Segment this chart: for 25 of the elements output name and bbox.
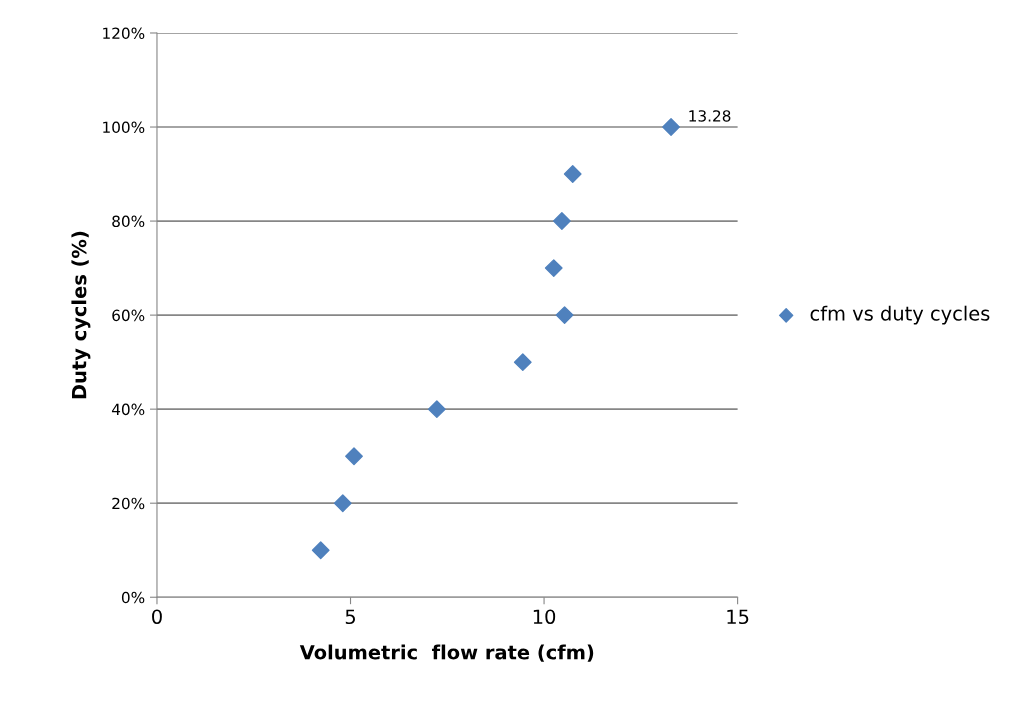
point <box>544 259 563 278</box>
y-tick-label: 60% <box>112 309 145 322</box>
point <box>555 306 574 325</box>
point <box>563 165 582 183</box>
point <box>345 447 363 466</box>
point <box>427 400 446 419</box>
point <box>662 118 680 136</box>
point <box>333 494 352 513</box>
y-tick-label: 40% <box>111 403 145 416</box>
point <box>311 541 330 560</box>
x-tick-label: 0 <box>152 609 162 625</box>
y-tick-label: 100% <box>103 121 145 134</box>
annotation: 13.28 <box>689 110 731 122</box>
y-axis-title: Duty cycles (%) <box>71 231 91 399</box>
x-tick-label: 15 <box>727 609 749 625</box>
point <box>513 353 532 372</box>
y-tick-label: 80% <box>112 215 145 228</box>
y-tick-label: 20% <box>112 497 145 510</box>
point <box>552 212 571 230</box>
x-axis-title: Volumetric flow rate (cfm) <box>299 644 594 662</box>
x-tick-label: 10 <box>533 609 556 625</box>
y-tick-label: 0% <box>121 591 145 604</box>
legend-label: cfm vs duty cycles <box>810 305 990 325</box>
x-tick-label: 5 <box>345 609 356 625</box>
y-tick-label: 120% <box>103 27 145 40</box>
